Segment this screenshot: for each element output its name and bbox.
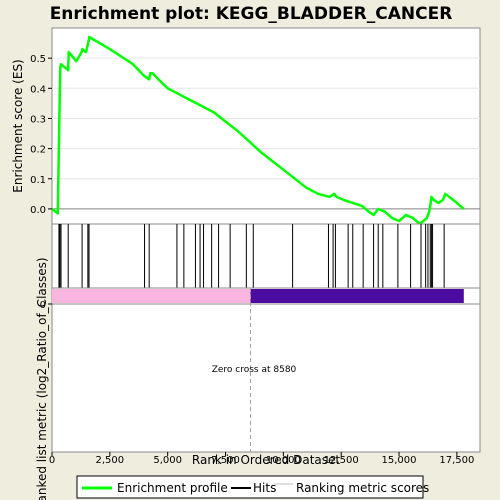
ranked-metric-layer: 0: [40, 288, 251, 452]
chart-title: Enrichment plot: KEGG_BLADDER_CANCER: [50, 4, 453, 24]
es-y-axis: 0.0 0.1 0.2 0.3 0.4 0.5: [30, 54, 52, 216]
metric-negative-segment: [250, 289, 464, 303]
x-tick-label: 10,000: [266, 455, 301, 466]
es-panel: [51, 27, 481, 225]
x-tick-label: 15,000: [382, 455, 417, 466]
legend: Enrichment profile Hits Ranking metric s…: [76, 475, 429, 499]
es-y-tick-label: 0.1: [30, 175, 46, 186]
x-tick-label: 7,500: [211, 455, 240, 466]
zero-cross-annotation: Zero cross at 8580: [212, 365, 297, 375]
es-y-tick-label: 0.4: [30, 84, 46, 95]
x-axis-label: Rank in Ordered Dataset: [192, 453, 340, 467]
hits-layer: [58, 224, 445, 288]
es-y-tick-label: 0.2: [30, 145, 46, 156]
x-tick-label: 17,500: [439, 455, 474, 466]
metric-color-bar: [52, 289, 464, 303]
legend-enrichment-label: Enrichment profile: [117, 481, 228, 495]
x-tick-label: 0: [49, 455, 55, 466]
x-tick-label: 2,500: [96, 455, 125, 466]
es-curve-layer: [51, 35, 465, 226]
legend-hits-label: Hits: [253, 481, 276, 495]
es-y-tick-label: 0.0: [30, 205, 46, 216]
hits-panel: [51, 223, 481, 289]
rank-y-tick-label: 0: [40, 300, 46, 311]
es-curve-line: [51, 35, 465, 226]
metric-positive-segment: [52, 289, 251, 303]
es-y-axis-label: Enrichment score (ES): [11, 59, 25, 192]
ranked-metric-y-axis-label: Ranked list metric (log2_Ratio_of_Classe…: [35, 257, 49, 500]
x-axis: 0 2,500 5,000 7,500 10,000 12,500 15,000 17,500: [49, 452, 474, 466]
es-y-tick-label: 0.3: [30, 114, 46, 125]
ranked-metric-panel: [51, 303, 481, 453]
legend-ranking-label: Ranking metric scores: [296, 481, 429, 495]
x-tick-label: 5,000: [153, 455, 182, 466]
x-tick-label: 12,500: [324, 455, 359, 466]
es-y-tick-label: 0.5: [30, 54, 46, 65]
